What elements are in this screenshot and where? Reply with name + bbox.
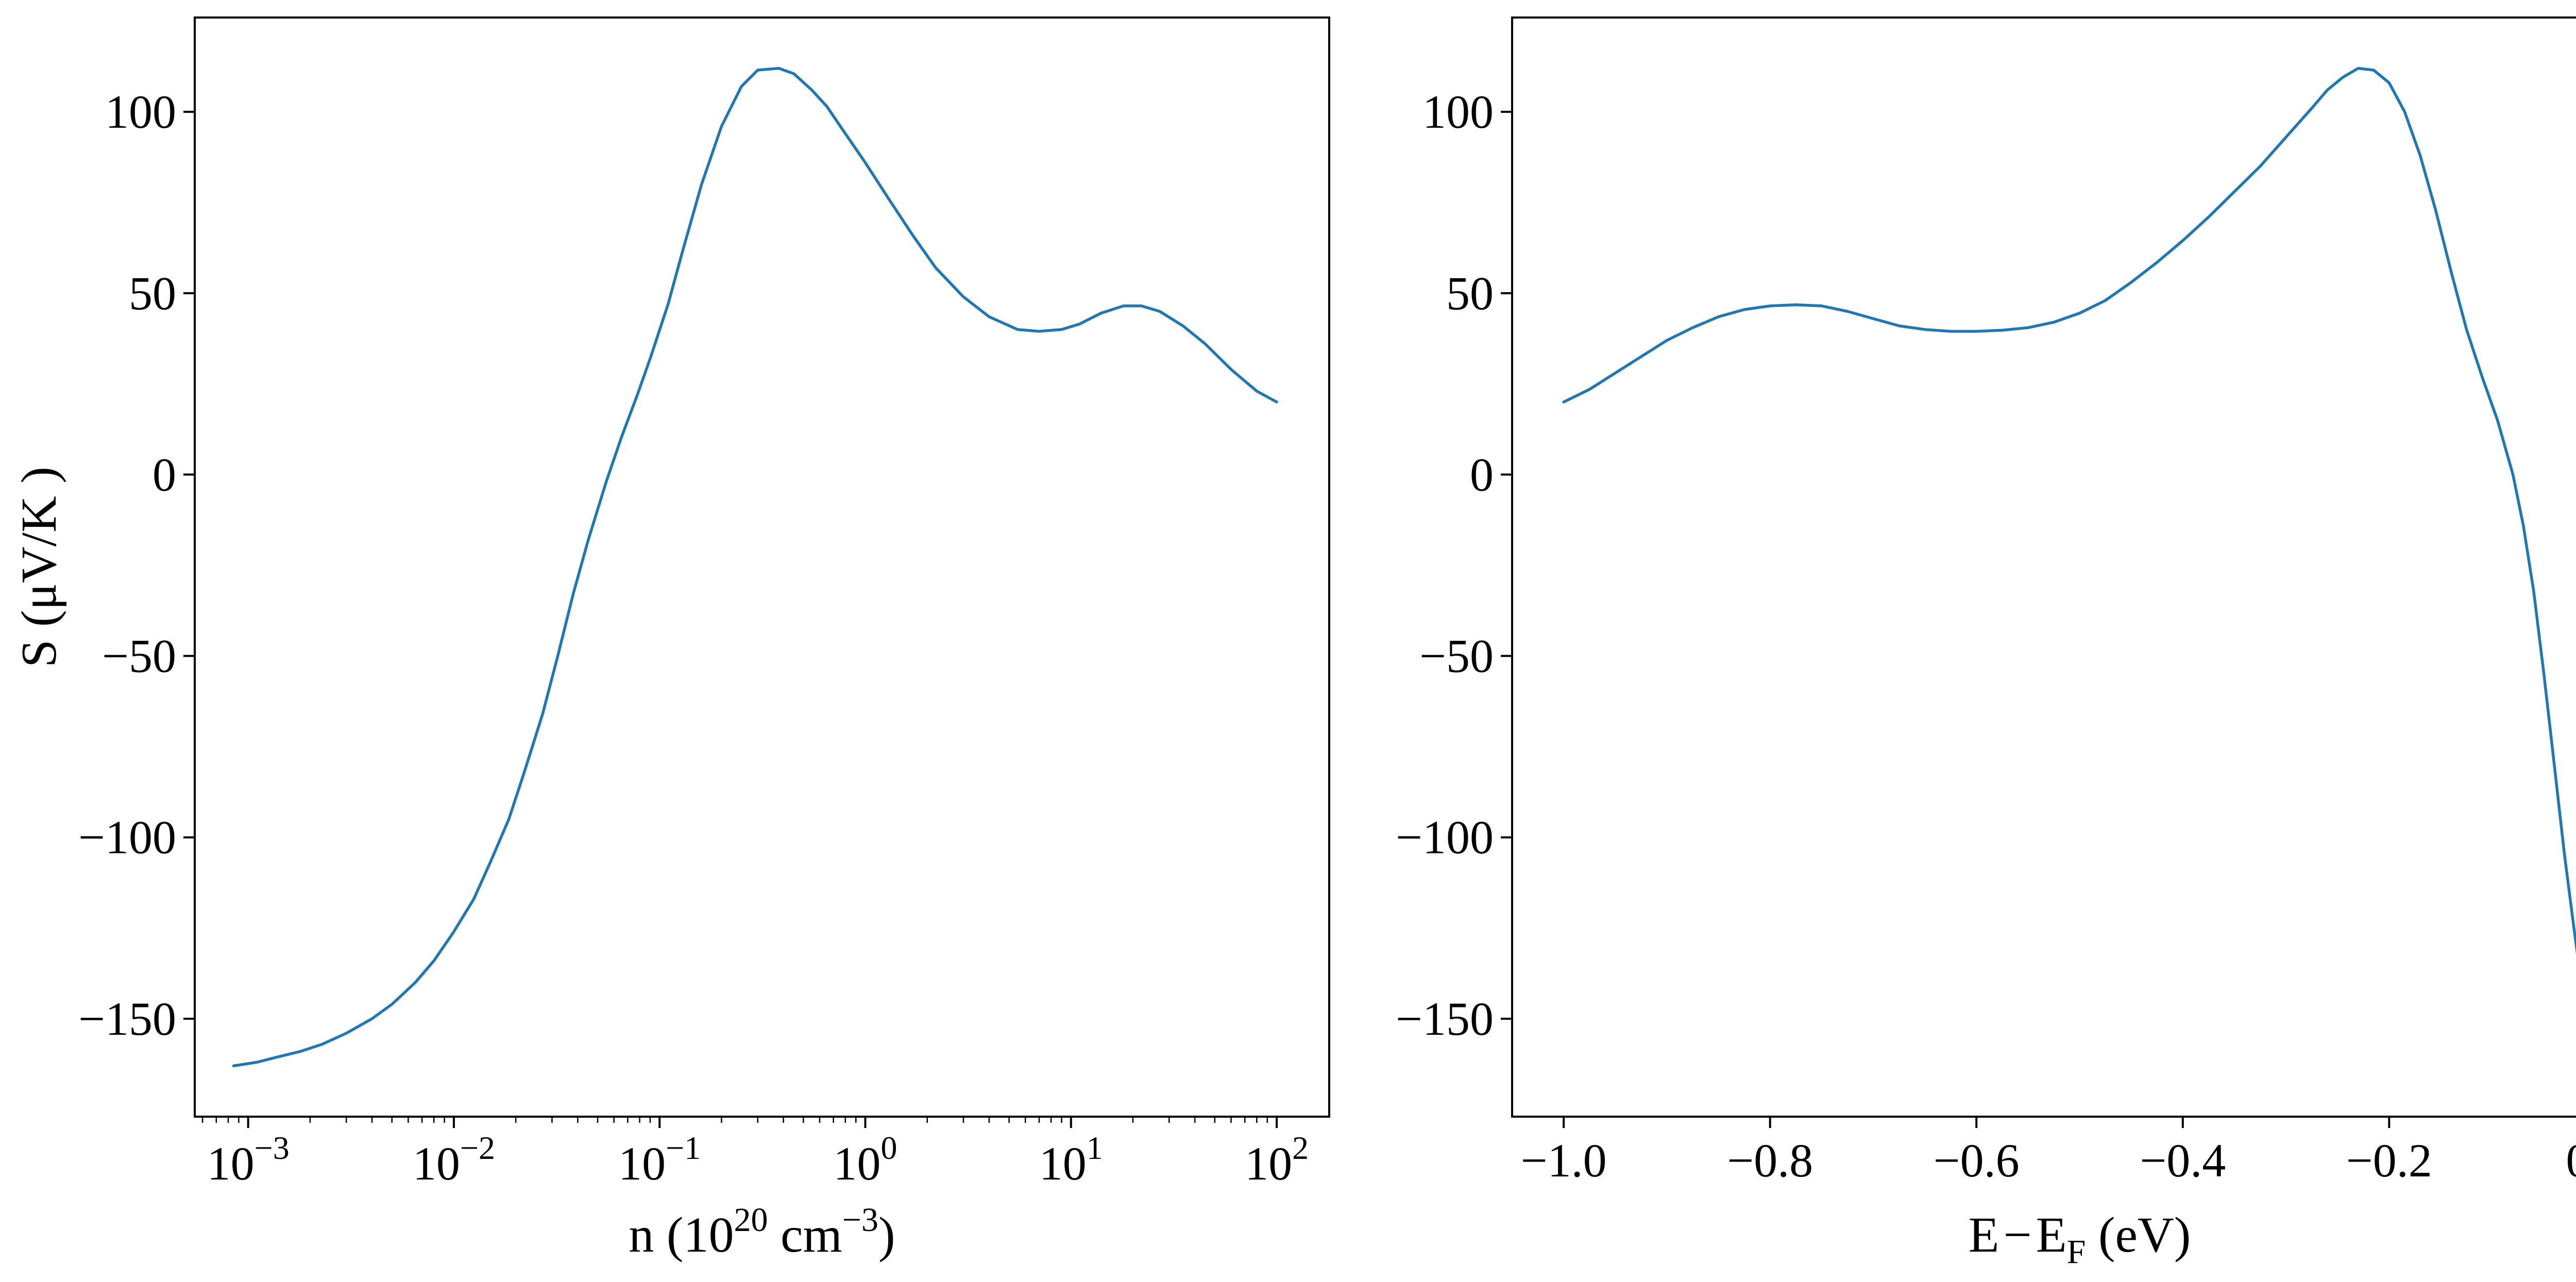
y-tick-label: 0 bbox=[1470, 448, 1494, 501]
x-tick-label: −0.2 bbox=[2346, 1134, 2432, 1187]
y-tick-label: −150 bbox=[78, 993, 176, 1045]
x-tick-label-exponent: −2 bbox=[460, 1130, 495, 1166]
x-tick-label: 10−1 bbox=[618, 1130, 701, 1190]
x-axis-label-fermi-symbol: E bbox=[2036, 1207, 2067, 1263]
x-tick-label-base: 10 bbox=[207, 1137, 255, 1190]
x-tick-label: 0.0 bbox=[2566, 1134, 2576, 1187]
x-tick-label: 102 bbox=[1245, 1130, 1309, 1190]
x-tick-label-exponent: −3 bbox=[255, 1130, 290, 1166]
y-tick-label: −50 bbox=[1419, 630, 1494, 682]
y-tick-label: 100 bbox=[1422, 86, 1494, 138]
x-tick-label: 10−2 bbox=[413, 1130, 495, 1190]
x-axis-label-subscript: F bbox=[2067, 1233, 2086, 1271]
series-line bbox=[1562, 66, 2576, 954]
x-tick-label: 101 bbox=[1039, 1130, 1103, 1190]
plot-frame bbox=[1511, 16, 2576, 1118]
x-tick-label: 10−3 bbox=[207, 1130, 290, 1190]
x-axis-label-unit: (eV) bbox=[2086, 1207, 2191, 1263]
x-tick-label: −0.6 bbox=[1934, 1134, 2020, 1187]
x-axis-label-energy: E bbox=[1969, 1207, 1999, 1263]
y-tick-label: −150 bbox=[1396, 993, 1494, 1045]
plot-frame bbox=[194, 16, 1330, 1118]
x-tick-label-exponent: 2 bbox=[1292, 1130, 1309, 1166]
x-tick-label-base: 10 bbox=[618, 1137, 666, 1190]
x-axis-label: n (1020 cm−3) bbox=[629, 1201, 895, 1263]
y-tick-label: −100 bbox=[78, 811, 176, 864]
x-tick-label: −1.0 bbox=[1521, 1134, 1607, 1187]
y-tick-label: −50 bbox=[102, 630, 176, 682]
right-panel-seebeck-vs-energy: −150 −100 −50 0 50 100 −1.0 −0.8 −0.6 −0.4 −0.2 0.0… bbox=[1396, 16, 2576, 1271]
x-axis-label-close: ) bbox=[878, 1207, 895, 1263]
x-tick-label-exponent: −1 bbox=[666, 1130, 701, 1166]
y-tick-label: 0 bbox=[152, 448, 176, 501]
x-axis-label-unit-exponent: −3 bbox=[842, 1201, 878, 1239]
y-tick-label: 100 bbox=[105, 86, 176, 138]
x-tick-label-exponent: 0 bbox=[881, 1130, 897, 1166]
x-axis-label-text: n (10 bbox=[629, 1207, 734, 1263]
series-line bbox=[232, 66, 1278, 1068]
x-tick-label: −0.4 bbox=[2140, 1134, 2226, 1187]
x-tick-label-base: 10 bbox=[1245, 1137, 1292, 1190]
x-tick-label-exponent: 1 bbox=[1087, 1130, 1103, 1166]
x-tick-label: −0.8 bbox=[1727, 1134, 1813, 1187]
y-axis-label: S (μV/K ) bbox=[11, 467, 67, 668]
x-axis-label-unit: cm bbox=[768, 1207, 842, 1263]
y-tick-label: 50 bbox=[129, 267, 176, 319]
y-tick-label: −100 bbox=[1396, 811, 1494, 864]
x-tick-label-base: 10 bbox=[834, 1137, 881, 1190]
x-axis-label: E−EF (eV) bbox=[1969, 1207, 2191, 1271]
y-tick-label: 50 bbox=[1446, 267, 1494, 319]
x-tick-label-base: 10 bbox=[413, 1137, 460, 1190]
x-tick-label: 100 bbox=[834, 1130, 897, 1190]
x-axis-label-minus: − bbox=[2003, 1207, 2031, 1263]
x-tick-label-base: 10 bbox=[1039, 1137, 1087, 1190]
x-axis-label-exponent: 20 bbox=[734, 1201, 768, 1239]
